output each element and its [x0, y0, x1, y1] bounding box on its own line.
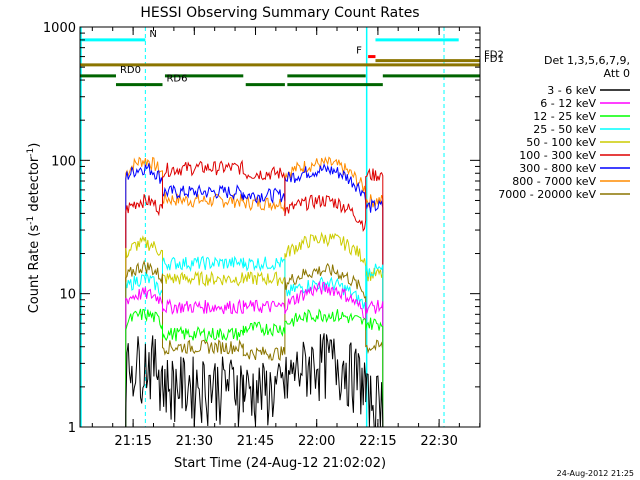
- x-tick-label-5: 22:30: [420, 434, 457, 449]
- legend-entry-label-4: 50 - 100 keV: [526, 136, 596, 149]
- legend-entry-label-5: 100 - 300 keV: [519, 149, 596, 162]
- y-axis-label-main: Count Rate (s: [27, 225, 42, 314]
- status-bar-label-0: N: [149, 29, 156, 40]
- x-tick-label-1: 21:30: [176, 434, 213, 449]
- x-tick-label-3: 22:00: [298, 434, 335, 449]
- legend-title-line2: Att 0: [604, 67, 630, 80]
- status-bar-label-3: FD2: [484, 50, 504, 61]
- series-line-2: [125, 159, 384, 427]
- y-tick-label-0: 1: [68, 421, 76, 436]
- series-line-4: [125, 255, 384, 427]
- series-line-6: [125, 280, 384, 427]
- legend-entry-label-7: 800 - 7000 keV: [512, 175, 596, 188]
- y-axis-label: Count Rate (s-1 detector-1): [26, 143, 42, 314]
- y-axis: 1 10 100 1000: [43, 21, 480, 436]
- status-bar-label-2: FD1: [484, 54, 504, 65]
- legend-title-line1: Det 1,3,5,6,7,9,: [544, 54, 630, 67]
- legend-entry-label-3: 25 - 50 keV: [533, 123, 596, 136]
- status-bar-label-5: RD6: [166, 74, 187, 85]
- status-bar-label-4: RD0: [120, 65, 141, 76]
- x-axis: 21:15 21:30 21:45 22:00 22:15 22:30: [91, 27, 481, 449]
- x-tick-label-4: 22:15: [359, 434, 396, 449]
- plot-frame: [79, 26, 481, 428]
- series-line-3: [125, 231, 384, 427]
- series-line-5: [125, 259, 384, 427]
- chart-title: HESSI Observing Summary Count Rates: [140, 5, 419, 21]
- series-line-8: [125, 333, 384, 427]
- x-tick-label-2: 21:45: [237, 434, 274, 449]
- y-axis-label-end: ): [27, 143, 42, 148]
- y-axis-label-sup2: -1: [26, 148, 36, 157]
- y-tick-label-3: 1000: [43, 21, 76, 36]
- y-axis-label-sup1: -1: [26, 216, 36, 225]
- status-bar-label-1: F: [356, 46, 362, 57]
- legend-entry-label-1: 6 - 12 keV: [540, 97, 596, 110]
- y-tick-label-1: 10: [59, 288, 76, 303]
- legend-entry-label-0: 3 - 6 keV: [547, 84, 596, 97]
- x-axis-label: Start Time (24-Aug-12 21:02:02): [174, 456, 386, 471]
- legend-entry-label-2: 12 - 25 keV: [533, 110, 596, 123]
- y-axis-label-mid: detector: [27, 156, 42, 216]
- x-tick-label-0: 21:15: [114, 434, 151, 449]
- series-line-0: [125, 156, 384, 427]
- legend-entry-label-6: 300 - 800 keV: [519, 162, 596, 175]
- y-tick-label-2: 100: [51, 154, 76, 169]
- legend-entry-label-8: 7000 - 20000 keV: [498, 188, 596, 201]
- series-line-7: [125, 308, 384, 427]
- timestamp: 24-Aug-2012 21:25: [557, 469, 634, 478]
- plot-area: [80, 27, 445, 427]
- series-group: [80, 27, 445, 427]
- series-line-1: [125, 163, 384, 427]
